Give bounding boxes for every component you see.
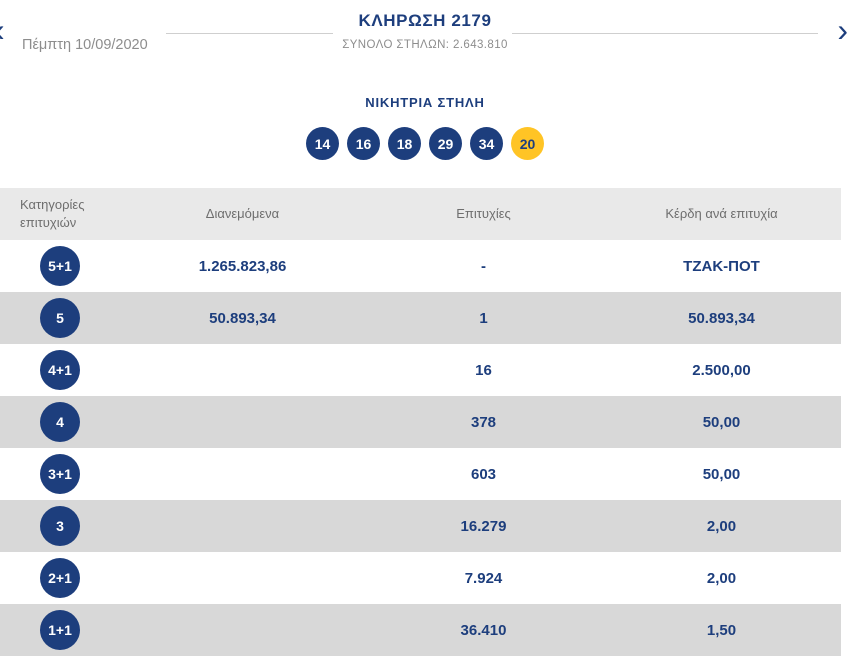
header-prize-per-win: Κέρδη ανά επιτυχία xyxy=(665,205,778,221)
winning-column-label: ΝΙΚΗΤΡΙΑ ΣΤΗΛΗ xyxy=(365,95,485,110)
prize-row: 4 378 50,00 xyxy=(0,396,841,448)
prize-value: 2,00 xyxy=(706,569,737,587)
winning-numbers: 14 16 18 29 34 20 xyxy=(0,127,850,160)
winners-value: 603 xyxy=(470,465,497,483)
winning-number: 29 xyxy=(429,127,462,160)
winners-value: 7.924 xyxy=(464,569,503,587)
winning-number: 14 xyxy=(306,127,339,160)
prize-row: 5 50.893,34 1 50.893,34 xyxy=(0,292,841,344)
winners-value: 36.410 xyxy=(460,621,507,639)
category-badge: 3+1 xyxy=(40,454,80,494)
prize-table: Κατηγορίες επιτυχιών Διανεμόμενα Επιτυχί… xyxy=(0,188,841,656)
winners-value: 16 xyxy=(475,361,492,379)
winners-value: 378 xyxy=(470,413,497,431)
winning-number: 16 xyxy=(347,127,380,160)
prize-row: 3+1 603 50,00 xyxy=(0,448,841,500)
prize-table-header-row: Κατηγορίες επιτυχιών Διανεμόμενα Επιτυχί… xyxy=(0,188,841,240)
prize-row: 3 16.279 2,00 xyxy=(0,500,841,552)
category-badge: 4+1 xyxy=(40,350,80,390)
winning-number: 18 xyxy=(388,127,421,160)
category-badge: 2+1 xyxy=(40,558,80,598)
total-columns-label: ΣΥΝΟΛΟ ΣΤΗΛΩΝ: xyxy=(342,39,450,51)
draw-title: ΚΛΗΡΩΣΗ 2179 xyxy=(358,11,492,30)
winners-value: - xyxy=(481,257,486,275)
header-categories: Κατηγορίες επιτυχιών xyxy=(20,196,85,230)
prize-row: 5+1 1.265.823,86 - ΤΖΑΚ-ΠΟΤ xyxy=(0,240,841,292)
divider-right xyxy=(512,33,818,34)
prize-value: ΤΖΑΚ-ΠΟΤ xyxy=(683,257,760,275)
winning-column-section: ΝΙΚΗΤΡΙΑ ΣΤΗΛΗ 14 16 18 29 34 20 xyxy=(0,68,850,160)
prize-value: 50,00 xyxy=(702,465,741,483)
prev-draw-button[interactable]: ‹ xyxy=(0,14,5,46)
prize-value: 2.500,00 xyxy=(692,361,751,379)
winners-value: 16.279 xyxy=(460,517,507,535)
joker-number: 20 xyxy=(511,127,544,160)
prize-row: 2+1 7.924 2,00 xyxy=(0,552,841,604)
category-badge: 5 xyxy=(40,298,80,338)
divider-left xyxy=(166,33,333,34)
winning-number: 34 xyxy=(470,127,503,160)
header-winners: Επιτυχίες xyxy=(456,205,511,221)
distributed-value: 1.265.823,86 xyxy=(198,257,287,275)
total-columns-value: 2.643.810 xyxy=(453,39,508,51)
next-draw-button[interactable]: › xyxy=(837,12,848,48)
category-badge: 4 xyxy=(40,402,80,442)
distributed-value: 50.893,34 xyxy=(209,309,276,327)
draw-header: ‹ ΚΛΗΡΩΣΗ 2179 ΣΥΝΟΛΟ ΣΤΗΛΩΝ: 2.643.810 … xyxy=(0,0,850,68)
category-badge: 5+1 xyxy=(40,246,80,286)
category-badge: 3 xyxy=(40,506,80,546)
header-distributed: Διανεμόμενα xyxy=(205,205,280,221)
prize-value: 2,00 xyxy=(706,517,737,535)
prize-value: 50.893,34 xyxy=(688,309,755,327)
winners-value: 1 xyxy=(479,309,488,327)
total-columns: ΣΥΝΟΛΟ ΣΤΗΛΩΝ: 2.643.810 xyxy=(0,39,850,51)
prize-row: 4+1 16 2.500,00 xyxy=(0,344,841,396)
prize-table-body: 5+1 1.265.823,86 - ΤΖΑΚ-ΠΟΤ 5 50.893,34 … xyxy=(0,240,841,656)
prize-value: 50,00 xyxy=(702,413,741,431)
prize-value: 1,50 xyxy=(706,621,737,639)
category-badge: 1+1 xyxy=(40,610,80,650)
draw-date: Πέμπτη 10/09/2020 xyxy=(22,37,148,53)
prize-row: 1+1 36.410 1,50 xyxy=(0,604,841,656)
